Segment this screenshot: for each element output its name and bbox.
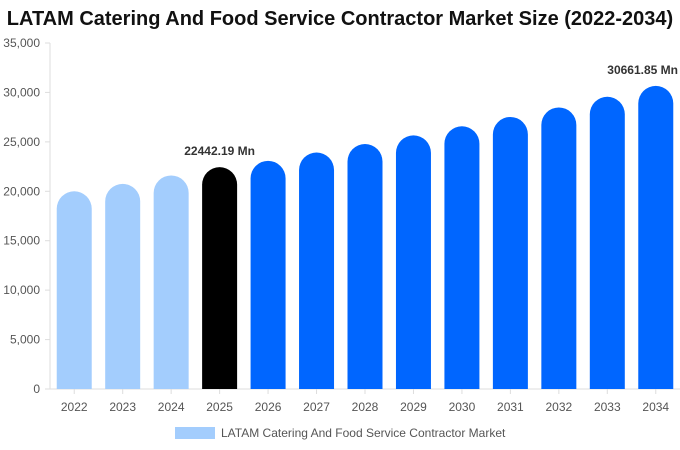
bar-2033[interactable] [589, 96, 625, 389]
y-tick-label: 5,000 [10, 333, 40, 347]
x-tick-label: 2029 [400, 400, 427, 414]
y-tick-label: 15,000 [3, 234, 40, 248]
x-tick-label: 2023 [109, 400, 136, 414]
bar-2032[interactable] [541, 107, 577, 390]
y-tick-label: 30,000 [3, 85, 40, 99]
x-tick-label: 2032 [545, 400, 572, 414]
x-tick-label: 2034 [642, 400, 669, 414]
data-label-2034: 30661.85 Mn [607, 63, 678, 77]
data-label-2025: 22442.19 Mn [184, 144, 255, 158]
x-tick-label: 2022 [61, 400, 88, 414]
x-tick-label: 2028 [352, 400, 379, 414]
bar-2027[interactable] [299, 152, 335, 389]
x-tick-label: 2026 [255, 400, 282, 414]
bar-2024[interactable] [153, 175, 189, 389]
y-tick-label: 0 [33, 382, 40, 396]
bar-2031[interactable] [492, 116, 528, 390]
legend-swatch [175, 427, 215, 439]
x-tick-label: 2033 [594, 400, 621, 414]
x-tick-label: 2030 [449, 400, 476, 414]
bar-2026[interactable] [250, 160, 286, 389]
y-tick-label: 20,000 [3, 184, 40, 198]
bar-2028[interactable] [347, 144, 383, 389]
x-tick-label: 2024 [158, 400, 185, 414]
bar-2023[interactable] [105, 183, 141, 389]
x-tick-label: 2031 [497, 400, 524, 414]
legend-label: LATAM Catering And Food Service Contract… [221, 426, 506, 440]
y-tick-label: 10,000 [3, 283, 40, 297]
y-tick-label: 35,000 [3, 36, 40, 50]
bar-2030[interactable] [444, 126, 480, 389]
bar-2022[interactable] [56, 191, 92, 389]
x-tick-label: 2027 [303, 400, 330, 414]
bar-2034[interactable] [638, 85, 674, 389]
y-tick-label: 25,000 [3, 135, 40, 149]
x-tick-label: 2025 [206, 400, 233, 414]
bar-2029[interactable] [395, 135, 431, 389]
bar-2025[interactable] [202, 167, 238, 389]
chart-title: LATAM Catering And Food Service Contract… [6, 8, 674, 30]
legend[interactable]: LATAM Catering And Food Service Contract… [175, 426, 505, 440]
